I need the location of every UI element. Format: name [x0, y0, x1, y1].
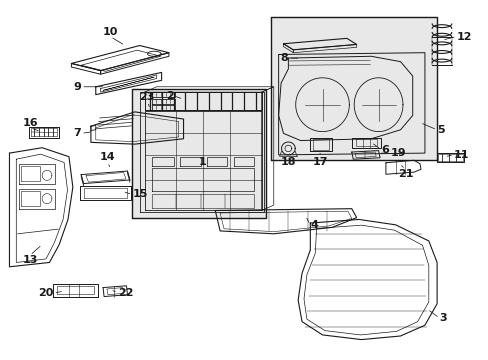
Text: 11: 11: [453, 150, 468, 160]
Text: 9: 9: [73, 82, 81, 92]
Text: 7: 7: [73, 129, 81, 138]
Text: 4: 4: [310, 220, 318, 230]
Text: 21: 21: [397, 169, 412, 179]
Text: 12: 12: [456, 32, 471, 41]
Text: 8: 8: [280, 53, 288, 63]
Polygon shape: [132, 89, 266, 218]
Text: 14: 14: [100, 152, 116, 162]
Text: 10: 10: [102, 27, 118, 37]
Text: 23: 23: [139, 92, 154, 102]
Text: 17: 17: [312, 157, 327, 167]
Text: 22: 22: [118, 288, 133, 298]
Text: 13: 13: [22, 255, 38, 265]
Text: 6: 6: [380, 144, 388, 154]
Text: 2: 2: [166, 91, 173, 101]
Text: 1: 1: [199, 157, 206, 167]
Text: 5: 5: [436, 125, 444, 135]
Text: 19: 19: [390, 148, 406, 158]
Text: 15: 15: [132, 189, 147, 199]
Text: 3: 3: [439, 313, 446, 323]
Text: 18: 18: [280, 157, 296, 167]
Polygon shape: [271, 17, 436, 160]
Text: 16: 16: [23, 118, 39, 128]
Text: 20: 20: [38, 288, 53, 298]
